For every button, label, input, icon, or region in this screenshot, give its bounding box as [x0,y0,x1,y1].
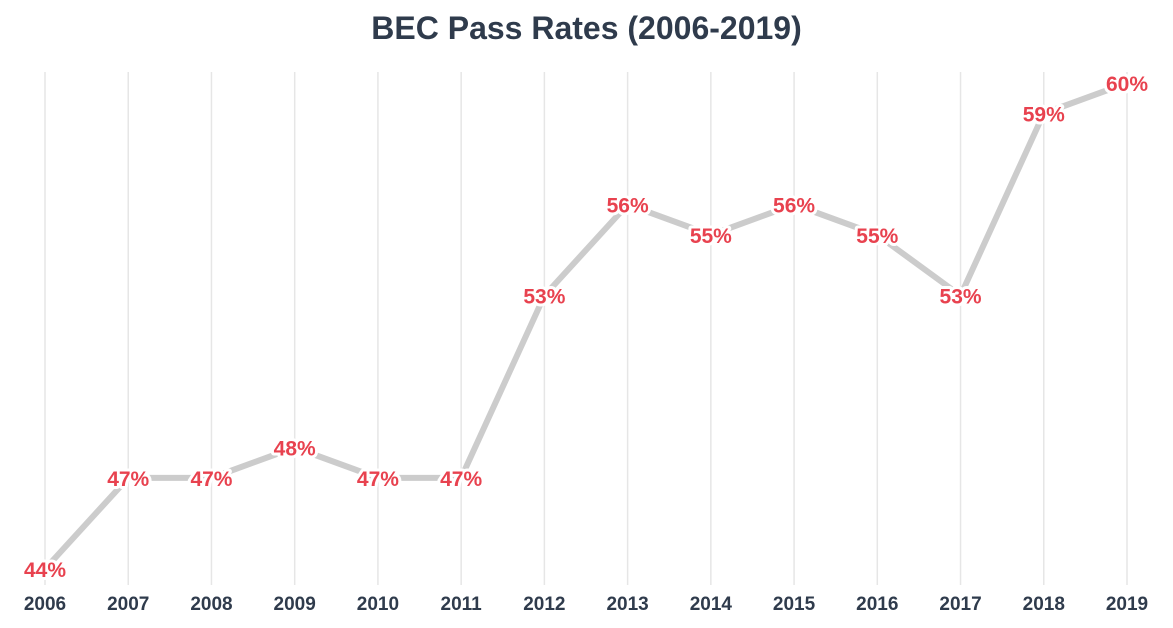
x-tick-2009: 2009 [274,594,316,615]
x-tick-2016: 2016 [856,594,898,615]
data-label-2012: 53% [523,286,565,309]
x-tick-2014: 2014 [690,594,733,615]
x-tick-2006: 2006 [24,594,66,615]
data-label-2010: 47% [357,468,399,491]
data-label-2008: 47% [190,468,232,491]
x-tick-2011: 2011 [441,594,483,615]
data-label-2017: 53% [940,286,982,309]
data-label-2013: 56% [607,195,649,218]
x-tick-2013: 2013 [606,594,648,615]
data-label-2019: 60% [1106,73,1148,96]
x-tick-2008: 2008 [190,594,232,615]
x-tick-2017: 2017 [939,594,981,615]
x-tick-2019: 2019 [1106,594,1148,615]
data-label-2015: 56% [773,195,815,218]
x-tick-2007: 2007 [107,594,149,615]
data-label-2011: 47% [440,468,482,491]
data-label-2018: 59% [1023,103,1065,126]
data-label-2016: 55% [856,225,898,248]
series-line [42,80,1130,572]
data-label-2009: 48% [274,438,316,461]
x-tick-2010: 2010 [357,594,399,615]
chart-title: BEC Pass Rates (2006-2019) [371,10,802,46]
data-label-2006: 44% [24,559,66,582]
x-tick-2018: 2018 [1023,594,1065,615]
x-tick-2015: 2015 [773,594,816,615]
data-label-2007: 47% [107,468,149,491]
data-label-2014: 55% [690,225,732,248]
x-tick-2012: 2012 [523,594,565,615]
